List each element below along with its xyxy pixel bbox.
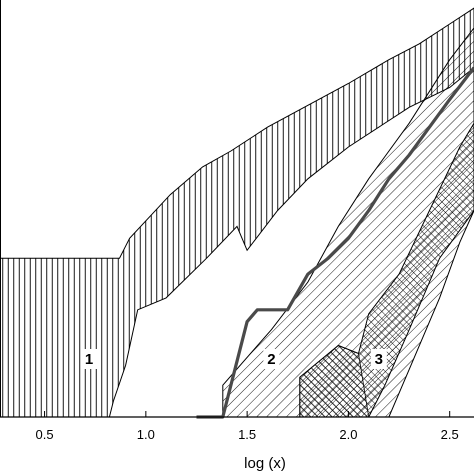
- regions-layer: [0, 7, 474, 418]
- series-line-0: [196, 66, 474, 419]
- x-tick-label: 2.0: [339, 427, 357, 442]
- x-tick-label: 1.0: [137, 427, 155, 442]
- x-axis-title: log (x): [244, 455, 286, 472]
- region-label-3: 3: [375, 351, 383, 368]
- region-label-bg-1: [81, 349, 98, 369]
- x-tick-label: 2.5: [441, 427, 459, 442]
- x-tick-label: 1.5: [238, 427, 256, 442]
- series-layer: [196, 66, 474, 419]
- region-label-bg-3: [370, 349, 387, 369]
- x-tick-label: 0.5: [36, 427, 54, 442]
- region-label-1: 1: [85, 351, 93, 368]
- region-label-bg-2: [263, 349, 280, 369]
- labels-layer: 1 2 3: [81, 349, 387, 369]
- x-axis: 0.5 1.0 1.5 2.0 2.5: [0, 0, 474, 442]
- region-label-2: 2: [267, 351, 275, 368]
- region-3-patch: [299, 345, 370, 418]
